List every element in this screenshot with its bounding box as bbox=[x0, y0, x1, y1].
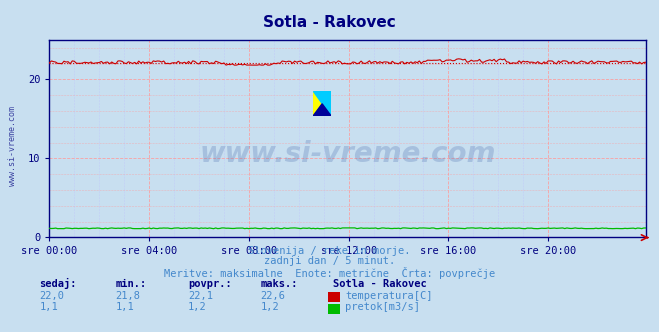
Text: sedaj:: sedaj: bbox=[40, 278, 77, 289]
Text: 1,1: 1,1 bbox=[115, 302, 134, 312]
Text: 22,6: 22,6 bbox=[260, 291, 285, 301]
Text: 1,1: 1,1 bbox=[40, 302, 58, 312]
Text: 21,8: 21,8 bbox=[115, 291, 140, 301]
Text: 1,2: 1,2 bbox=[260, 302, 279, 312]
Text: 22,1: 22,1 bbox=[188, 291, 213, 301]
Text: 1,2: 1,2 bbox=[188, 302, 206, 312]
Text: Sotla - Rakovec: Sotla - Rakovec bbox=[333, 279, 426, 289]
Text: Meritve: maksimalne  Enote: metrične  Črta: povprečje: Meritve: maksimalne Enote: metrične Črta… bbox=[164, 267, 495, 279]
Text: temperatura[C]: temperatura[C] bbox=[345, 291, 433, 301]
Text: www.si-vreme.com: www.si-vreme.com bbox=[200, 140, 496, 168]
Text: 22,0: 22,0 bbox=[40, 291, 65, 301]
Text: Slovenija / reke in morje.: Slovenija / reke in morje. bbox=[248, 246, 411, 256]
Polygon shape bbox=[313, 104, 331, 116]
Text: www.si-vreme.com: www.si-vreme.com bbox=[8, 106, 17, 186]
Polygon shape bbox=[313, 91, 331, 116]
Text: Sotla - Rakovec: Sotla - Rakovec bbox=[263, 15, 396, 30]
Text: povpr.:: povpr.: bbox=[188, 279, 231, 289]
Text: zadnji dan / 5 minut.: zadnji dan / 5 minut. bbox=[264, 256, 395, 266]
Text: pretok[m3/s]: pretok[m3/s] bbox=[345, 302, 420, 312]
Text: min.:: min.: bbox=[115, 279, 146, 289]
Text: maks.:: maks.: bbox=[260, 279, 298, 289]
Polygon shape bbox=[313, 91, 331, 116]
